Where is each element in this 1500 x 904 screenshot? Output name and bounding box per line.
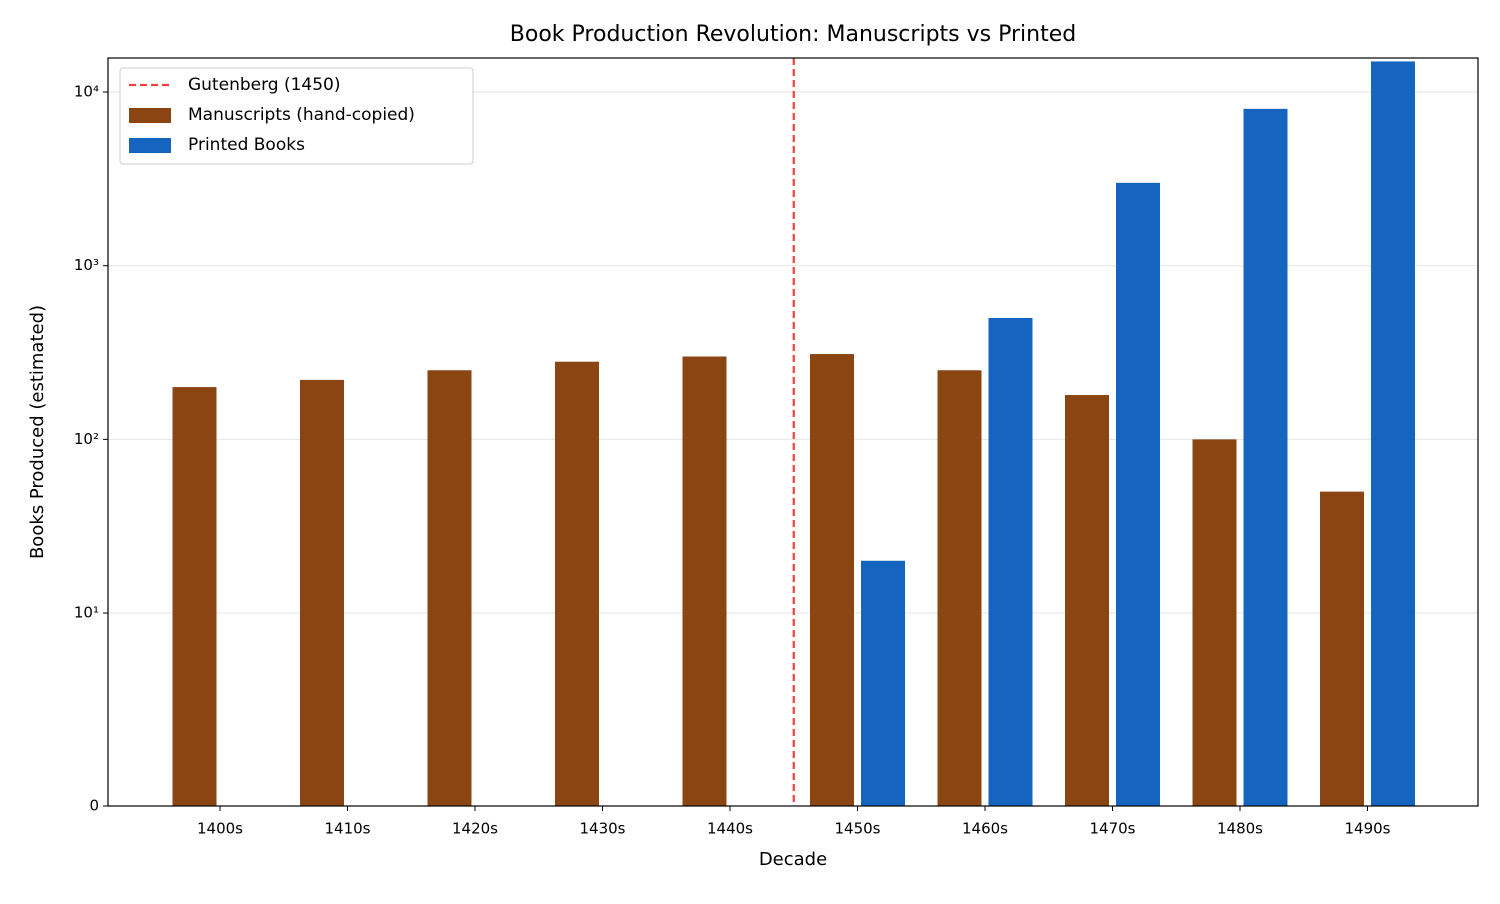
legend-swatch [129,108,171,123]
x-tick-label: 1430s [580,820,626,838]
x-tick-label: 1490s [1345,820,1391,838]
legend-label: Gutenberg (1450) [188,75,341,95]
y-tick-label: 10¹ [74,604,99,622]
bar [172,387,217,806]
bar [861,560,905,806]
legend-swatch [129,138,171,153]
bar [555,361,599,806]
bar [1371,61,1415,807]
y-tick-label: 10² [74,430,99,448]
x-tick-label: 1400s [197,820,243,838]
chart-title: Book Production Revolution: Manuscripts … [510,22,1076,47]
bar [1116,182,1160,806]
y-tick-label: 0 [89,797,99,815]
y-tick-label: 10⁴ [74,83,99,101]
bar [1192,439,1237,806]
bar [988,317,1033,806]
bar [937,370,982,806]
x-tick-label: 1440s [707,820,753,838]
bar [1320,491,1364,806]
x-tick-label: 1460s [962,820,1008,838]
x-tick-label: 1450s [835,820,881,838]
legend-box [119,67,474,165]
x-tick-label: 1410s [325,820,371,838]
x-tick-label: 1470s [1090,820,1136,838]
bar [810,354,854,806]
bar [300,379,344,806]
bar [427,370,472,806]
bar [682,356,727,806]
x-tick-label: 1480s [1217,820,1263,838]
legend-label: Manuscripts (hand-copied) [188,105,415,125]
x-axis-label: Decade [759,849,827,870]
y-tick-label: 10³ [74,256,99,274]
x-tick-label: 1420s [452,820,498,838]
legend-label: Printed Books [188,135,305,155]
y-axis-label: Books Produced (estimated) [27,305,48,559]
bar [1065,395,1109,806]
plot-frame [107,57,1479,807]
bar [1243,108,1288,806]
